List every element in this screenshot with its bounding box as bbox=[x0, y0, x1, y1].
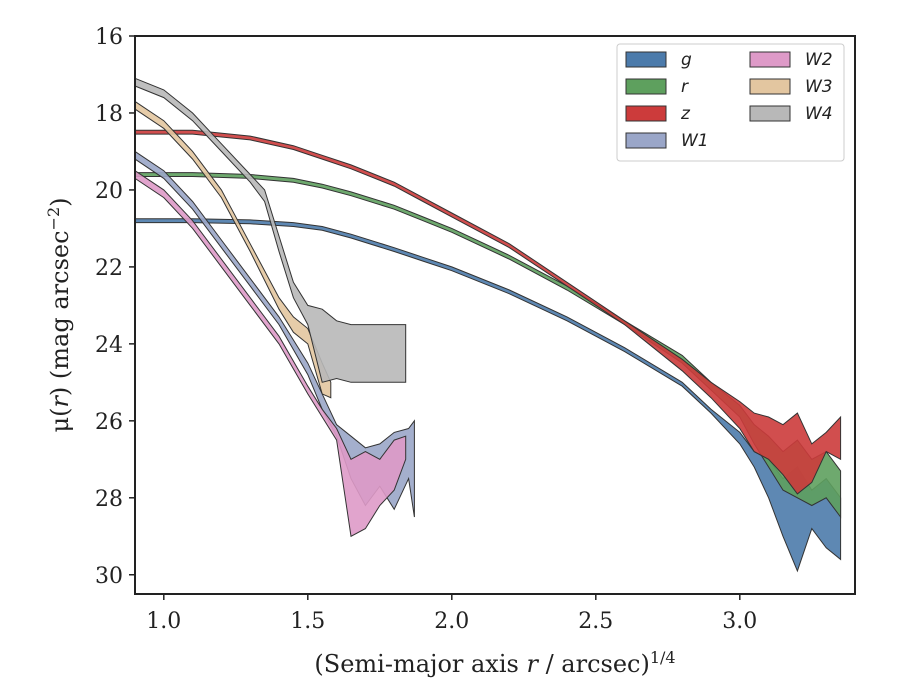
legend-swatch-g bbox=[625, 51, 667, 68]
series-band-g bbox=[134, 218, 842, 573]
legend-swatch-w2 bbox=[749, 51, 791, 68]
series-band-w4 bbox=[134, 77, 407, 383]
series-band-w3 bbox=[134, 100, 332, 399]
legend-label-w2: W2 bbox=[805, 50, 833, 70]
x-tick-label: 1.5 bbox=[290, 609, 325, 634]
y-tick-label: 28 bbox=[95, 487, 123, 512]
x-axis-title: (Semi-major axis r / arcsec)1/4 bbox=[314, 648, 675, 679]
series-band-r bbox=[134, 172, 842, 519]
y-tick-label: 16 bbox=[95, 25, 123, 50]
y-tick-label: 24 bbox=[95, 333, 123, 358]
legend-label-w4: W4 bbox=[805, 104, 833, 124]
plot-frame bbox=[134, 35, 856, 595]
legend-label-z: z bbox=[680, 104, 691, 124]
y-tick-label: 30 bbox=[95, 564, 123, 589]
legend-swatch-w3 bbox=[749, 78, 791, 95]
x-tick-label: 2.5 bbox=[578, 609, 613, 634]
series-band-z bbox=[134, 129, 842, 495]
legend-swatch-r bbox=[625, 78, 667, 95]
legend-swatch-w4 bbox=[749, 105, 791, 122]
y-tick-label: 26 bbox=[95, 410, 123, 435]
y-tick-label: 20 bbox=[95, 179, 123, 204]
ticks-layer: 1.0 1.5 2.0 2.5 3.0 16 18 20 22 24 26 28 30 bbox=[95, 25, 757, 634]
legend-label-g: g bbox=[681, 50, 692, 70]
legend-label-w1: W1 bbox=[681, 131, 709, 151]
y-tick-label: 18 bbox=[95, 102, 123, 127]
legend-swatch-w1 bbox=[625, 132, 667, 149]
series-layer bbox=[134, 77, 842, 573]
legend-label-w3: W3 bbox=[805, 77, 833, 97]
x-tick-label: 3.0 bbox=[722, 609, 757, 634]
y-tick-label: 22 bbox=[95, 256, 123, 281]
y-axis-title: μ(r) (mag arcsec−2) bbox=[44, 197, 75, 432]
legend: grz W1 W2 W3 W4 bbox=[616, 43, 845, 162]
legend-swatch-z bbox=[625, 105, 667, 122]
series-band-w2 bbox=[134, 169, 407, 538]
x-tick-label: 1.0 bbox=[146, 609, 181, 634]
x-tick-label: 2.0 bbox=[434, 609, 469, 634]
legend-label-r: r bbox=[681, 77, 689, 97]
legend-frame bbox=[616, 43, 845, 162]
legend-items: grz W1 W2 W3 W4 bbox=[625, 50, 833, 151]
